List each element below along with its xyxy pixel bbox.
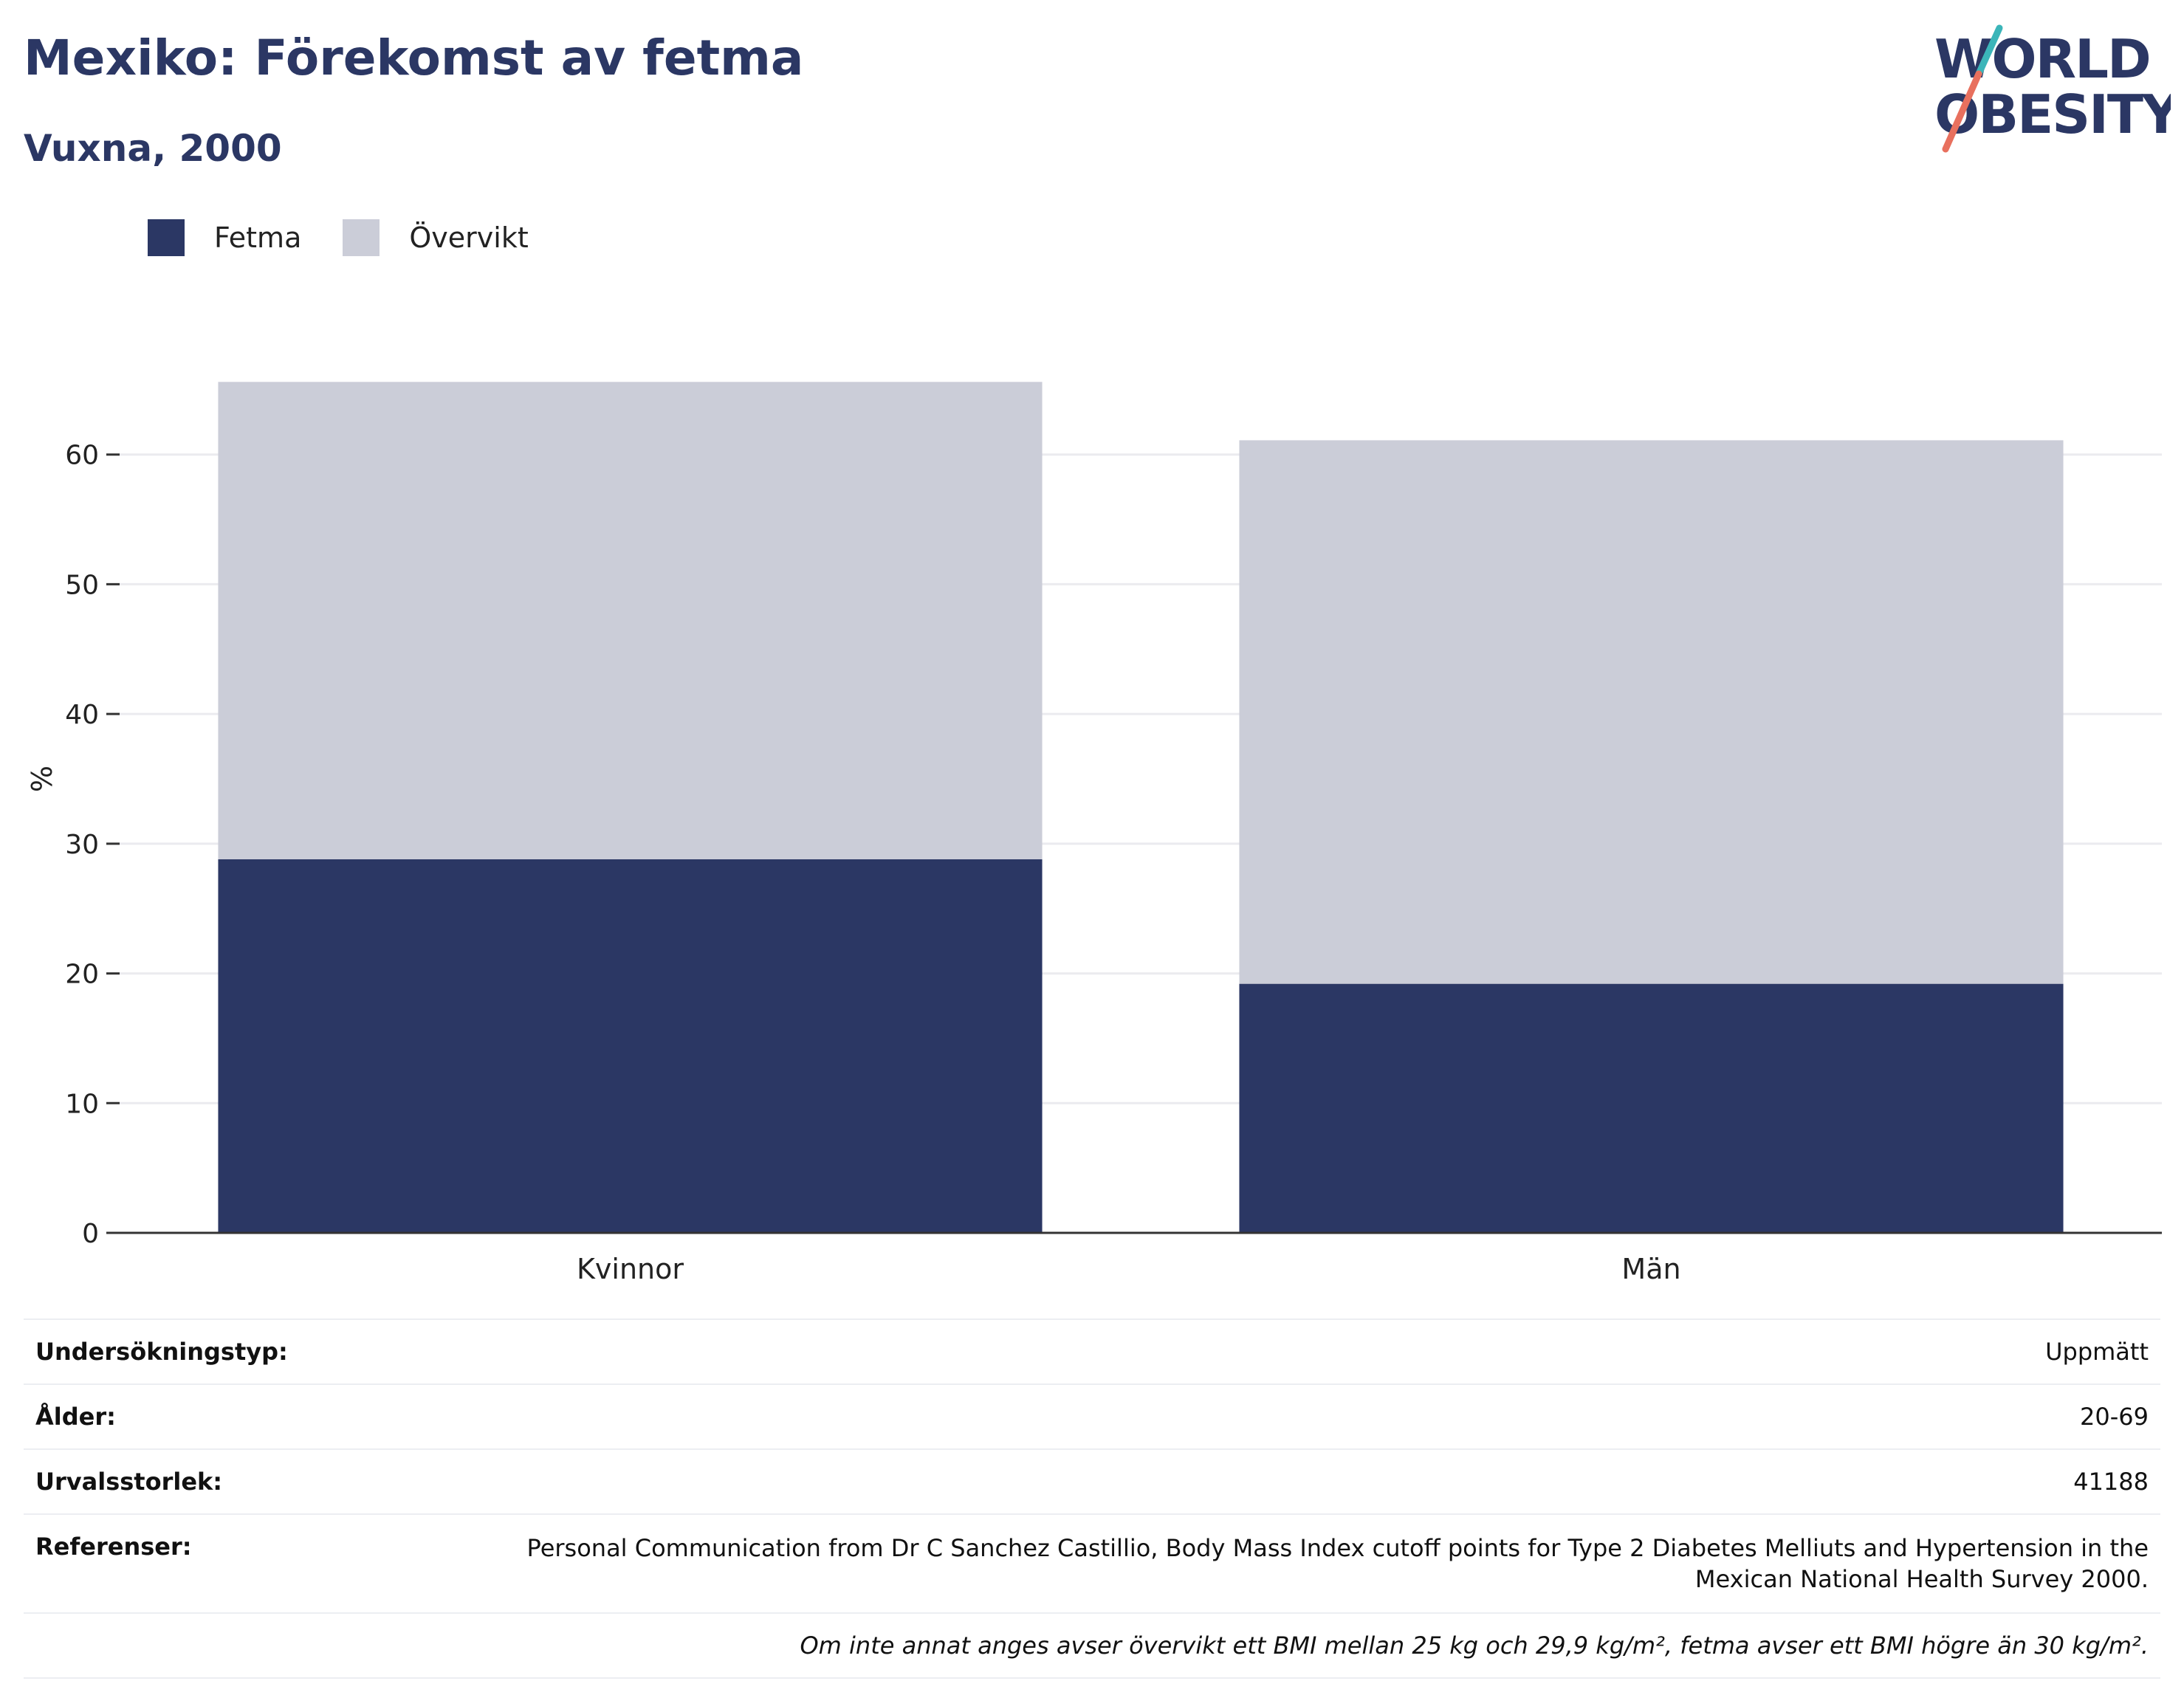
- info-value: 20-69: [2080, 1403, 2149, 1431]
- chart-bars: [218, 382, 2064, 1233]
- page-subtitle: Vuxna, 2000: [24, 127, 282, 170]
- info-row-sample-size: Urvalsstorlek: 41188: [24, 1450, 2160, 1515]
- y-tick-label: 30: [65, 830, 99, 860]
- chart-legend: Fetma Övervikt: [148, 219, 570, 257]
- y-axis-title: %: [26, 766, 58, 792]
- world-obesity-logo: WORLD OBESITY: [1934, 24, 2171, 153]
- y-tick-label: 0: [82, 1219, 99, 1249]
- info-row-note: Om inte annat anges avser övervikt ett B…: [24, 1614, 2160, 1679]
- y-tick-label: 50: [65, 570, 99, 600]
- legend-swatch-fetma: [148, 219, 185, 256]
- y-tick-label: 10: [65, 1089, 99, 1119]
- info-key: Urvalsstorlek:: [35, 1468, 223, 1496]
- y-tick-label: 20: [65, 960, 99, 990]
- legend-item-fetma[interactable]: Fetma: [148, 219, 301, 256]
- legend-item-overvikt[interactable]: Övervikt: [343, 219, 529, 256]
- bar-overvikt-man[interactable]: [1239, 440, 2064, 984]
- info-value: 41188: [2073, 1468, 2149, 1496]
- info-key: Referenser:: [35, 1533, 192, 1561]
- info-key: Undersökningstyp:: [35, 1338, 288, 1366]
- info-row-age: Ålder: 20-69: [24, 1385, 2160, 1450]
- svg-text:OBESITY: OBESITY: [1934, 83, 2171, 145]
- page-title: Mexiko: Förekomst av fetma: [24, 30, 804, 86]
- x-axis-labels: Kvinnor Män: [577, 1253, 1681, 1285]
- bar-fetma-man[interactable]: [1239, 983, 2064, 1233]
- y-tick-label: 60: [65, 441, 99, 471]
- bar-fetma-kvinnor[interactable]: [218, 859, 1043, 1233]
- info-key: Ålder:: [35, 1403, 116, 1431]
- x-category-label: Män: [1621, 1253, 1680, 1285]
- info-row-references: Referenser: Personal Communication from …: [24, 1515, 2160, 1614]
- bmi-definition-note: Om inte annat anges avser övervikt ett B…: [800, 1632, 2149, 1660]
- survey-info-table: Undersökningstyp: Uppmätt Ålder: 20-69 U…: [24, 1318, 2160, 1679]
- y-axis-ticks: 0 10 20 30 40 50 60: [65, 441, 120, 1249]
- info-value: Uppmätt: [2045, 1338, 2149, 1366]
- y-tick-label: 40: [65, 700, 99, 730]
- info-value-reference: Personal Communication from Dr C Sanchez…: [526, 1534, 2149, 1593]
- stacked-bar-chart: 0 10 20 30 40 50 60 Kvinnor Män %: [26, 382, 2162, 1285]
- bar-overvikt-kvinnor[interactable]: [218, 382, 1043, 859]
- legend-label-fetma: Fetma: [214, 221, 302, 254]
- legend-label-overvikt: Övervikt: [409, 221, 529, 254]
- x-category-label: Kvinnor: [577, 1253, 684, 1285]
- legend-swatch-overvikt: [343, 219, 380, 256]
- svg-text:WORLD: WORLD: [1934, 28, 2150, 90]
- info-row-survey-type: Undersökningstyp: Uppmätt: [24, 1320, 2160, 1385]
